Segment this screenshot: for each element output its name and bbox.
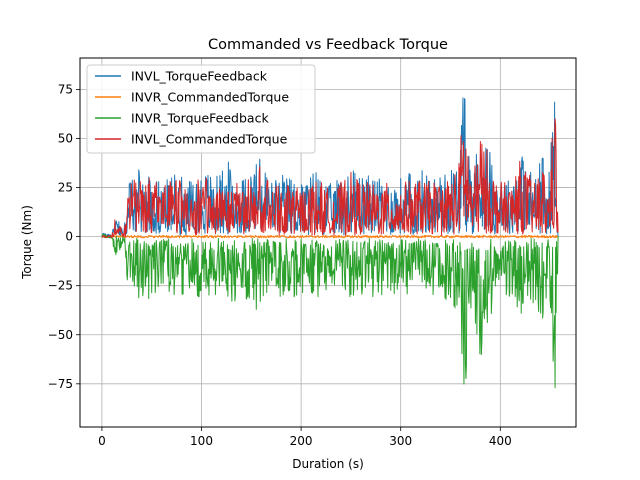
axis-ticks: 0 100 200 300 400 −75 −50 −25 0 25 50 75 [48, 82, 512, 448]
y-tick-label: 50 [58, 131, 73, 145]
x-tick-label: 100 [190, 434, 213, 448]
series-line-invl-commandedtorque [101, 118, 559, 239]
legend: INVL_TorqueFeedback INVR_CommandedTorque I… [86, 64, 316, 154]
legend-label: INVR_CommandedTorque [131, 90, 289, 105]
series-line-invr-torquefeedback [101, 233, 559, 389]
x-tick-label: 0 [98, 434, 106, 448]
x-tick-label: 200 [290, 434, 313, 448]
plot-frame [79, 57, 577, 428]
y-tick-label: −25 [48, 279, 73, 293]
series-lines [101, 97, 559, 389]
legend-label: INVL_CommandedTorque [131, 132, 288, 147]
series-line-invr-commandedtorque [101, 234, 559, 239]
y-tick-label: 0 [65, 230, 73, 244]
x-tick-label: 400 [489, 434, 512, 448]
legend-label: INVL_TorqueFeedback [131, 69, 268, 84]
x-tick-label: 300 [389, 434, 412, 448]
y-tick-label: −75 [48, 377, 73, 391]
y-tick-label: 75 [58, 82, 73, 96]
x-axis-label: Duration (s) [292, 457, 364, 471]
y-tick-label: −50 [48, 328, 73, 342]
chart-title: Commanded vs Feedback Torque [208, 37, 448, 53]
legend-box [86, 64, 316, 154]
y-tick-label: 25 [58, 181, 73, 195]
y-axis-label: Torque (Nm) [20, 205, 34, 280]
legend-label: INVR_TorqueFeedback [131, 111, 269, 126]
